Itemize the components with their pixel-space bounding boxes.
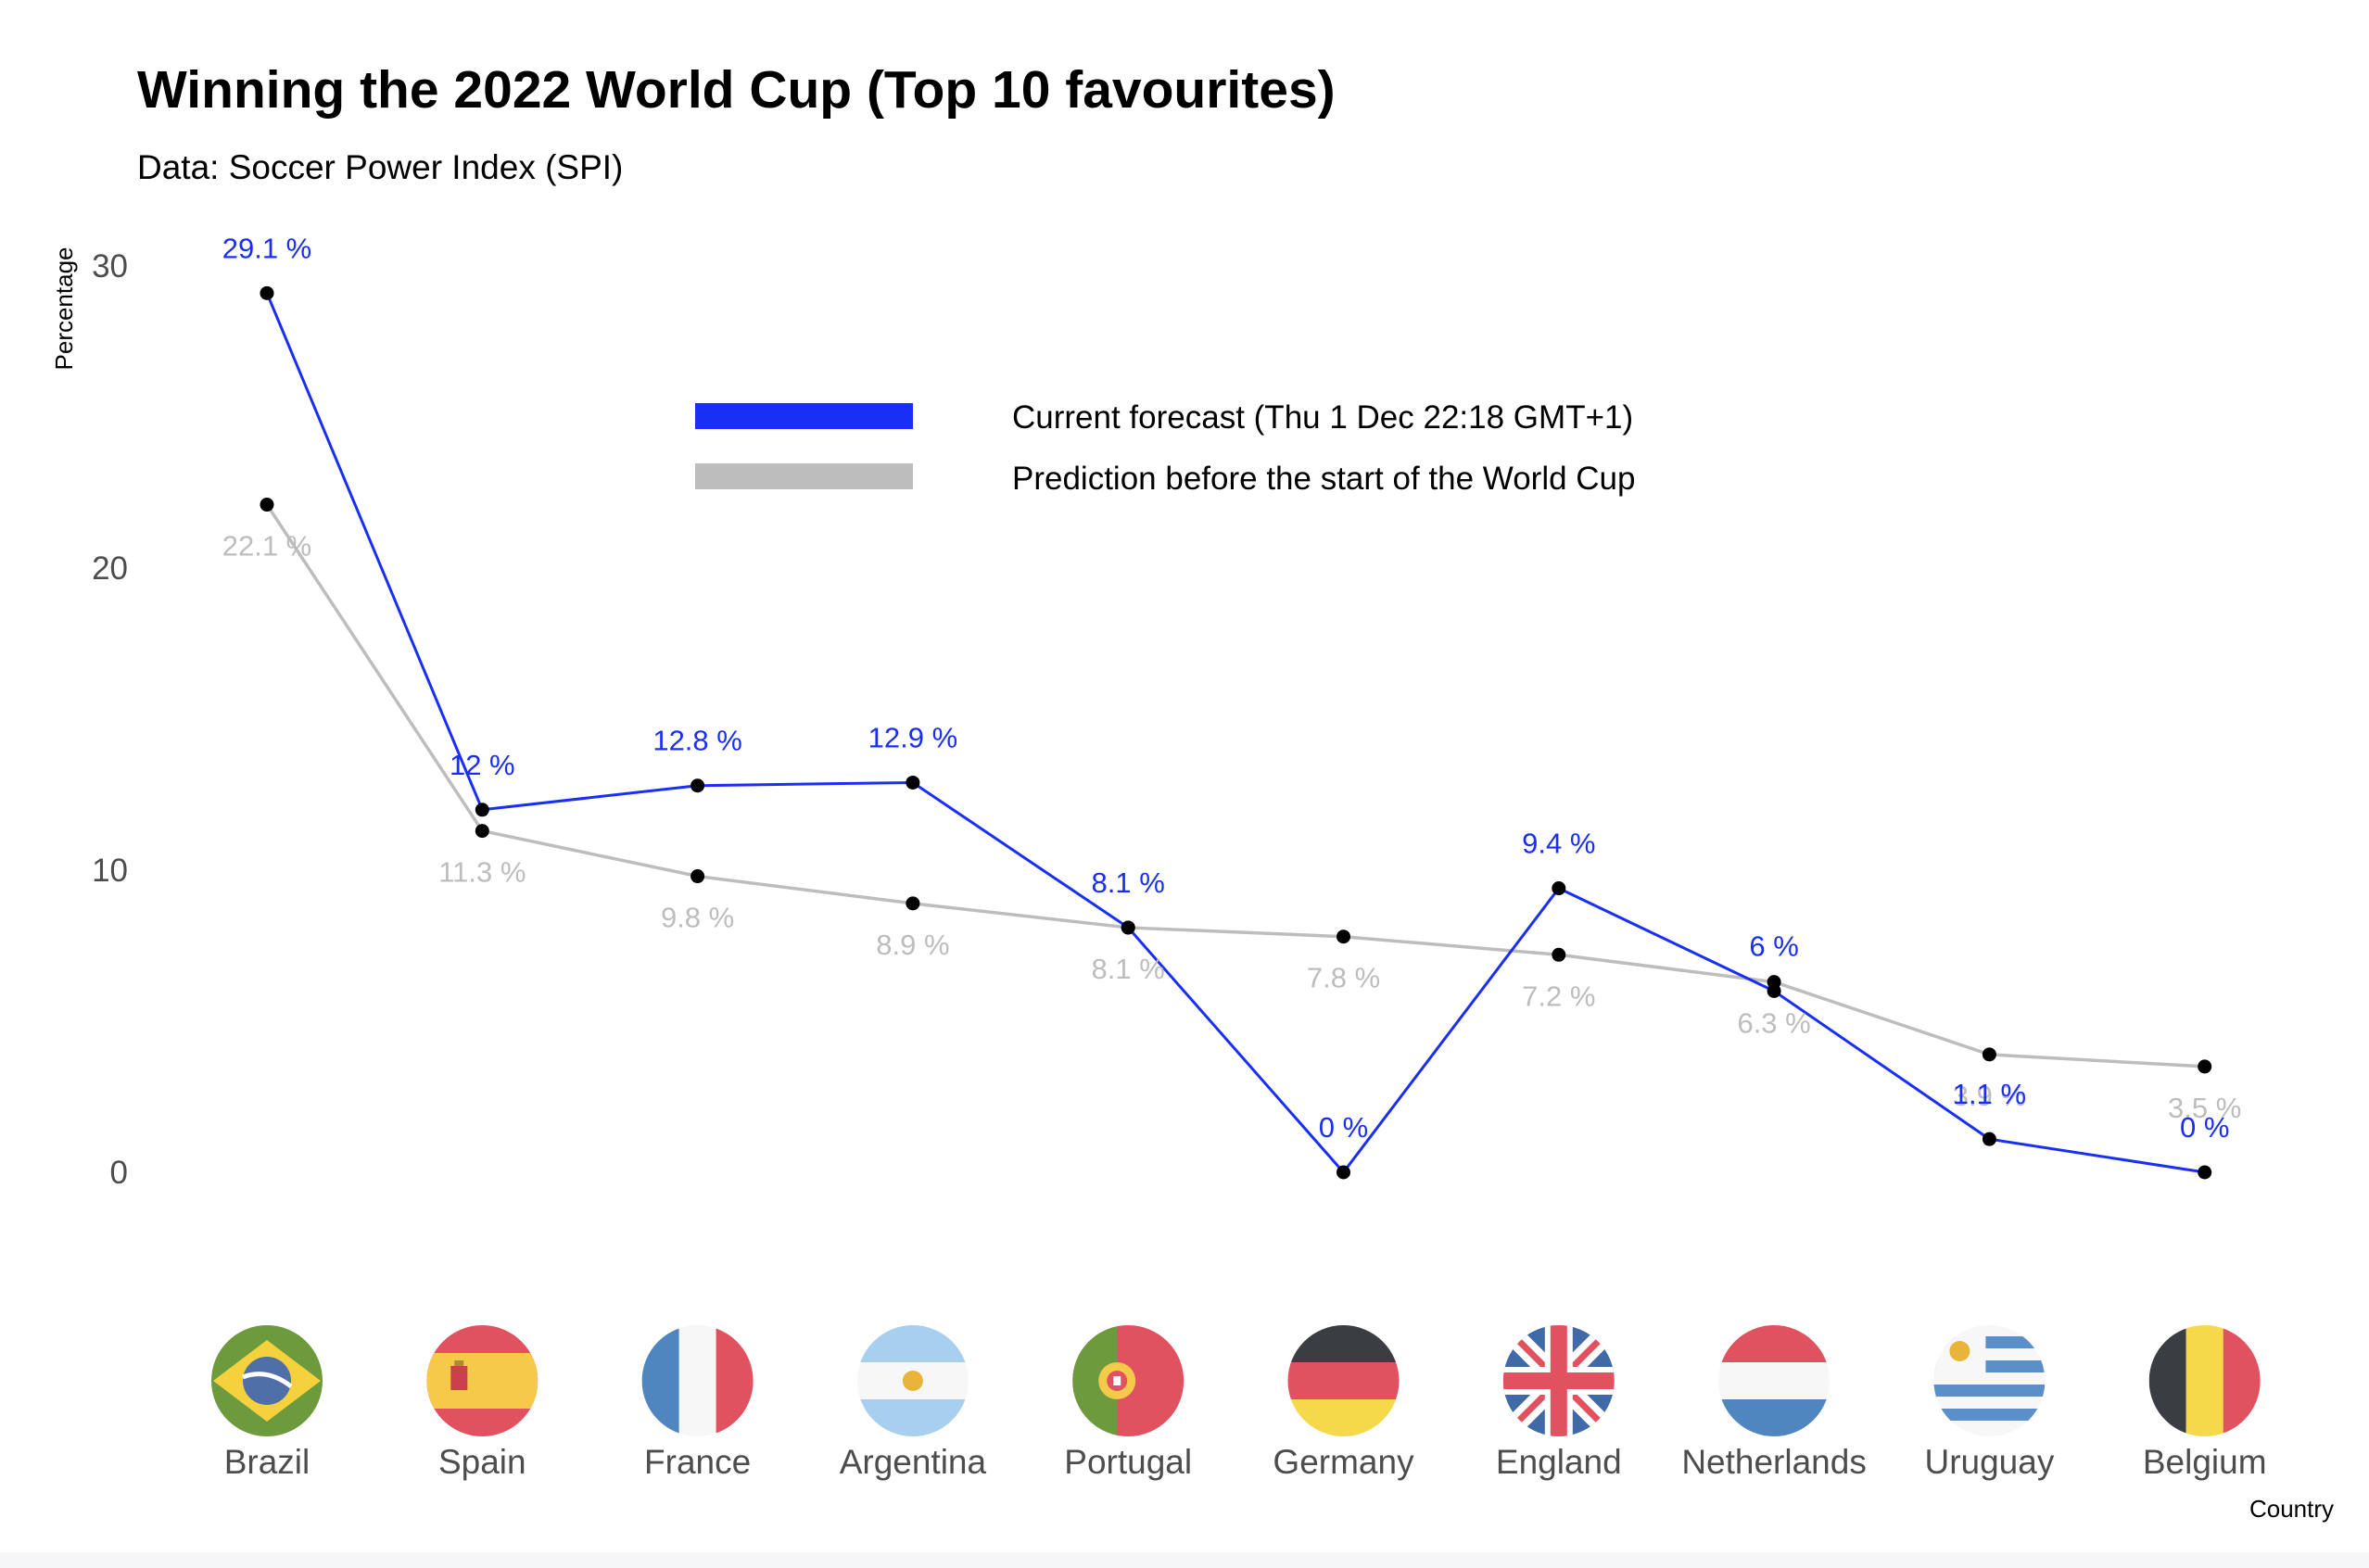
argentina-flag-icon [856,1325,969,1436]
data-label-current: 0 % [2180,1111,2229,1144]
x-axis-title: Country [2249,1495,2334,1523]
spain-flag-icon [426,1325,538,1436]
data-label-current: 29.1 % [222,232,312,264]
data-point-current [2198,1165,2212,1180]
data-label-prediction: 11.3 % [438,856,526,889]
y-tick-label: 10 [92,853,128,889]
data-point-current [1552,881,1566,896]
bottom-strip [0,1552,2369,1568]
legend: Current forecast (Thu 1 Dec 22:18 GMT+1)… [695,399,1636,497]
data-label-current: 1.1 % [1953,1078,2026,1110]
data-label-prediction: 3.9 % [1953,1080,2026,1112]
data-label-prediction: 22.1 % [222,530,312,563]
x-tick-label: Brazil [224,1443,310,1481]
data-label-prediction: 3.5 % [2168,1092,2241,1124]
x-tick-label: Netherlands [1681,1443,1867,1481]
uruguay-flag-icon [1933,1325,2046,1436]
england-flag-icon [1502,1325,1615,1436]
data-label-current: 12 % [450,749,515,781]
x-tick-label: France [644,1443,751,1481]
x-tick-label: Belgium [2143,1443,2267,1481]
portugal-flag-icon [1072,1325,1184,1436]
y-tick-label: 20 [92,550,128,587]
data-point-prediction [475,824,489,839]
brazil-flag-icon [211,1325,323,1436]
y-axis-title: Percentage [50,247,78,371]
chart-title: Winning the 2022 World Cup (Top 10 favou… [137,60,1336,120]
data-point-prediction [1552,947,1566,962]
data-point-prediction [2198,1059,2212,1074]
data-label-prediction: 8.9 % [876,929,949,961]
data-label-current: 9.4 % [1522,828,1595,860]
y-tick-label: 30 [92,248,128,285]
data-point-current [1982,1132,1996,1146]
legend-label-current: Current forecast (Thu 1 Dec 22:18 GMT+1) [1012,399,1633,436]
x-tick-label: Uruguay [1924,1443,2054,1481]
belgium-flag-icon [2148,1325,2261,1436]
data-label-prediction: 7.8 % [1307,962,1380,994]
data-point-current [690,778,705,793]
data-label-current: 0 % [1319,1111,1368,1144]
data-label-prediction: 7.2 % [1522,980,1595,1012]
x-tick-label: Germany [1273,1443,1414,1481]
series-line-prediction [265,503,2205,1069]
data-label-prediction: 6.3 % [1737,1007,1810,1040]
data-point-current [260,285,274,300]
y-tick-label: 0 [110,1155,128,1191]
data-point-current [475,803,489,817]
data-point-current [1121,920,1135,935]
legend-swatch-prediction [695,463,913,489]
france-flag-icon [641,1325,754,1436]
data-point-current [906,775,920,790]
x-tick-label: Spain [438,1443,526,1481]
chart-subtitle: Data: Soccer Power Index (SPI) [137,148,624,186]
x-tick-label: England [1496,1443,1622,1481]
data-point-prediction [906,896,920,911]
data-point-prediction [1337,929,1350,944]
legend-swatch-current [695,403,913,429]
x-tick-label: Portugal [1064,1443,1192,1481]
data-point-current [1767,983,1781,998]
data-label-current: 6 % [1749,929,1798,962]
x-tick-label: Argentina [840,1443,987,1481]
data-label-current: 8.1 % [1092,866,1165,899]
series-line-current [265,292,2205,1175]
data-label-current: 12.9 % [868,721,958,753]
netherlands-flag-icon [1718,1325,1831,1436]
flags-layer [211,1325,2261,1436]
legend-label-prediction: Prediction before the start of the World… [1012,461,1636,497]
data-label-prediction: 9.8 % [661,902,734,934]
germany-flag-icon [1287,1325,1400,1436]
series-layer: 22.1 % 11.3 % 9.8 % 8.9 % 8.1 % 7.8 % 7.2 % 6.3… [222,232,2241,1180]
data-point-prediction [260,498,274,512]
data-label-prediction: 8.1 % [1092,953,1165,985]
data-point-current [1337,1165,1350,1180]
data-point-prediction [690,869,705,884]
y-axis: 0 10 20 30 [92,248,128,1191]
data-point-prediction [1982,1047,1996,1062]
data-label-current: 12.8 % [652,725,742,757]
